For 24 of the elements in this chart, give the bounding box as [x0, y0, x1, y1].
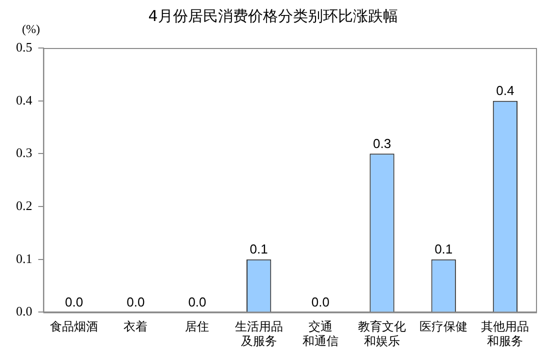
- chart-title: 4月份居民消费价格分类别环比涨跌幅: [148, 6, 398, 25]
- y-tick-label: 0.4: [16, 92, 33, 108]
- data-label: 0.3: [372, 136, 392, 151]
- data-label: 0.0: [188, 294, 206, 310]
- x-tick-label: 教育文化和娱乐: [358, 320, 406, 348]
- data-label: 0.4: [496, 82, 514, 98]
- x-tick-label: 食品烟酒: [50, 320, 98, 334]
- data-label: 0.0: [65, 294, 84, 310]
- y-tick-label: 0.1: [16, 250, 32, 266]
- data-label: 0.1: [250, 241, 268, 256]
- x-tick-label: 医疗保健: [420, 320, 468, 334]
- y-tick-label: 0.0: [16, 304, 32, 319]
- y-axis-title: (%): [22, 22, 40, 37]
- x-tick-label: 其他用品和服务: [481, 320, 530, 348]
- x-tick-label: 居住: [185, 320, 210, 334]
- y-tick-label: 0.3: [16, 145, 32, 160]
- x-tick-label: 交通和通信: [302, 320, 338, 348]
- data-label: 0.1: [434, 241, 453, 256]
- x-tick-label: 生活用品及服务: [234, 320, 283, 348]
- x-tick-label: 衣着: [124, 320, 148, 334]
- data-label: 0.0: [311, 294, 330, 310]
- y-tick-label: 0.5: [16, 39, 32, 54]
- data-label: 0.0: [126, 294, 145, 310]
- y-tick-label: 0.2: [16, 198, 32, 213]
